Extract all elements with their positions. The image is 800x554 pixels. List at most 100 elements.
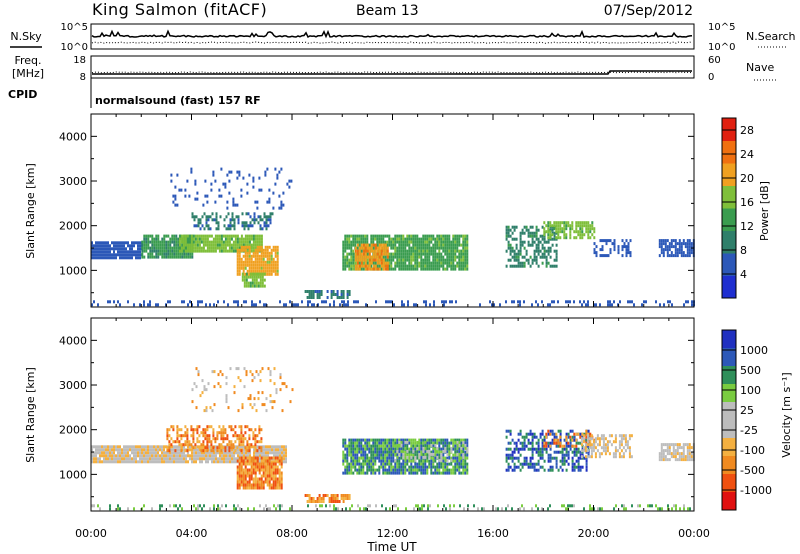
data-cell [274,251,277,255]
data-cell [177,457,179,461]
data-cell [515,444,518,448]
data-cell [444,252,447,256]
data-cell [452,261,455,265]
data-cell [374,444,377,448]
data-cell [268,254,271,258]
data-cell [95,451,97,455]
data-cell [424,234,427,238]
data-cell [507,258,510,262]
data-cell [662,443,665,447]
data-cell [607,254,610,258]
data-cell [222,428,225,432]
data-cell [440,438,443,442]
data-cell [374,258,377,262]
data-cell [426,246,429,250]
data-cell [111,253,113,257]
data-cell [212,431,215,435]
data-cell [392,438,395,442]
data-cell [159,243,162,247]
data-cell [242,440,245,444]
data-cell [462,468,465,472]
data-cell [507,234,510,238]
data-cell [172,440,175,444]
data-cell [338,296,341,299]
data-cell [658,452,661,456]
data-cell [260,483,263,487]
data-cell [551,441,554,445]
colorbar-swatch [722,253,736,276]
data-cell [368,465,371,469]
data-cell [229,221,232,225]
data-cell [155,243,158,247]
data-cell [420,468,423,472]
data-cell [192,431,195,435]
data-cell [414,450,417,454]
data-cell [586,443,589,447]
data-cell [525,249,528,253]
data-cell [396,462,399,466]
data-cell [295,303,297,307]
data-cell [176,440,179,444]
data-cell [346,450,349,454]
nsearch-label: N.Search [746,30,796,43]
data-cell [260,446,263,450]
data-cell [557,429,560,433]
data-cell [250,483,253,487]
data-cell [252,269,255,273]
data-cell [567,450,570,454]
data-cell [240,194,243,198]
data-cell [464,438,467,442]
data-cell [456,450,459,454]
data-cell [662,248,665,252]
data-cell [166,437,169,441]
data-cell [149,300,151,304]
data-cell [404,446,407,450]
data-cell [602,440,605,444]
data-cell [167,300,169,304]
data-cell [428,255,431,259]
data-cell [135,241,137,245]
data-cell [228,240,231,244]
data-cell [220,167,223,171]
data-cell [571,438,574,442]
data-cell [382,471,385,475]
data-cell [565,435,568,439]
data-cell [406,237,409,241]
data-cell [410,471,413,475]
data-cell [252,266,255,270]
data-cell [240,431,243,435]
data-cell [93,445,95,449]
data-cell [254,234,257,238]
data-cell [236,269,239,273]
data-cell [575,465,578,469]
data-cell [428,249,431,253]
data-cell [229,457,231,461]
data-cell [424,465,427,469]
data-cell [187,460,189,464]
data-cell [601,239,604,243]
data-cell [446,249,449,253]
data-cell [186,440,189,444]
data-cell [505,435,508,439]
data-cell [559,227,562,231]
data-cell [143,234,146,238]
data-cell [400,456,403,460]
data-cell [446,438,449,442]
data-cell [137,241,139,245]
data-cell [246,240,249,244]
data-cell [153,240,156,244]
data-cell [268,272,271,276]
data-cell [271,212,274,216]
data-cell [571,462,574,466]
data-cell [254,456,257,460]
data-cell [263,215,266,219]
data-cell [243,451,245,455]
data-cell [569,447,572,451]
data-cell [260,486,263,490]
data-cell [559,441,562,445]
data-cell [175,243,178,247]
data-cell [263,451,265,455]
data-cell [240,237,243,241]
data-cell [458,455,461,459]
data-cell [396,261,399,265]
